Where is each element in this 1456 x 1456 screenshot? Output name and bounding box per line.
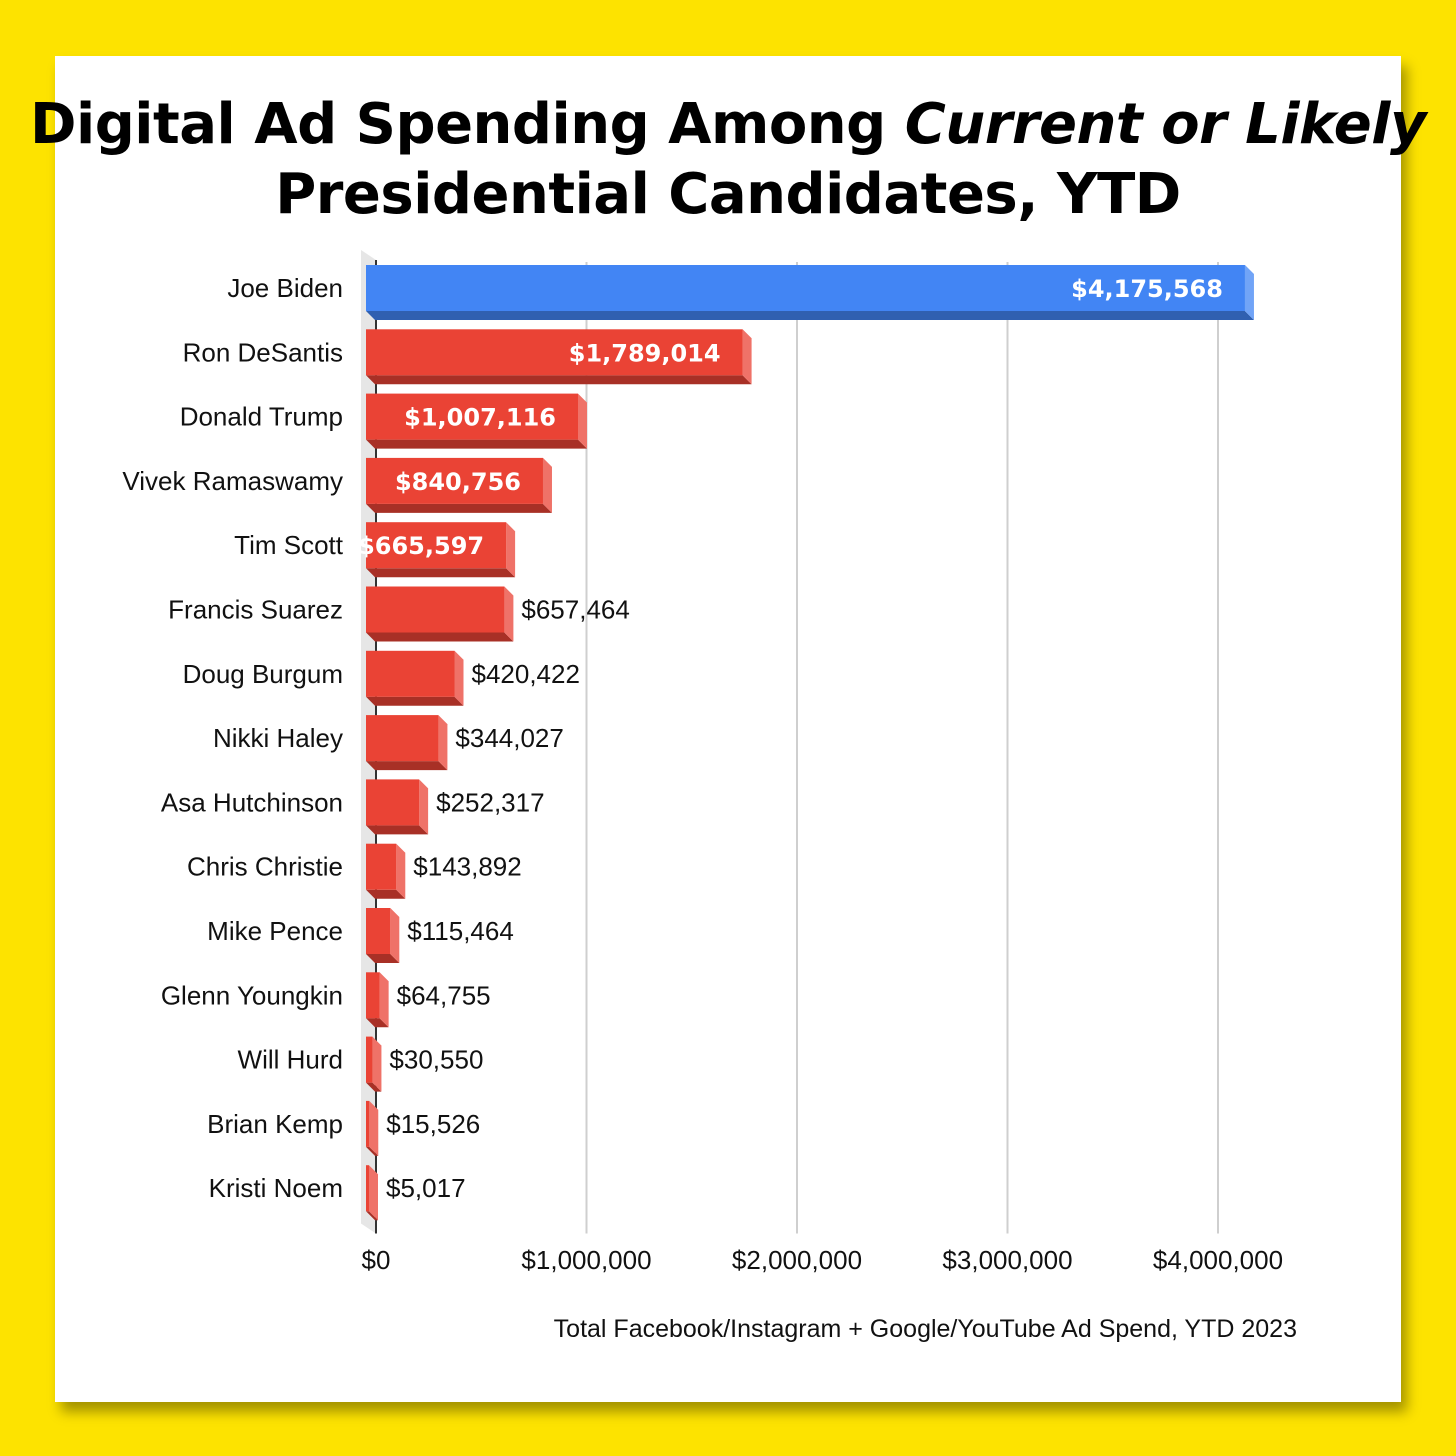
bar-bottom-face [366, 1018, 389, 1028]
category-label: Nikki Haley [213, 723, 343, 753]
bar-side-face [454, 650, 464, 706]
bar-bottom-face [366, 761, 448, 771]
x-tick-label: $4,000,000 [1153, 1245, 1283, 1275]
x-tick-label: $2,000,000 [732, 1245, 862, 1275]
bar-bottom-face [366, 632, 514, 642]
bar [366, 329, 743, 376]
title-part-3: Presidential Candidates, YTD [275, 162, 1181, 227]
bar [366, 843, 397, 890]
x-axis-title: Total Facebook/Instagram + Google/YouTub… [554, 1315, 1297, 1343]
x-tick-label: $3,000,000 [942, 1245, 1072, 1275]
bar-bottom-face [366, 439, 587, 449]
bar [366, 1165, 369, 1212]
data-label: $30,550 [389, 1045, 483, 1075]
category-label: Ron DeSantis [183, 337, 343, 367]
category-label: Donald Trump [180, 402, 343, 432]
bar-side-face [390, 908, 400, 963]
data-label: $1,007,116 [404, 404, 556, 432]
data-label: $5,017 [386, 1173, 466, 1203]
bar-bottom-face [366, 375, 752, 385]
x-tick-label: $1,000,000 [521, 1245, 651, 1275]
data-label: $420,422 [471, 659, 579, 689]
data-label: $657,464 [521, 595, 629, 625]
bar-side-face [506, 522, 516, 578]
bar-bottom-face [366, 311, 1254, 320]
category-label: Mike Pence [207, 916, 343, 946]
bar-bottom-face [366, 696, 464, 706]
category-label: Glenn Youngkin [161, 980, 343, 1010]
bar-bottom-face [366, 1146, 379, 1156]
bar [366, 1100, 370, 1147]
bar [366, 265, 1245, 311]
bar-bottom-face [366, 825, 429, 835]
category-label: Tim Scott [234, 530, 344, 560]
bar [366, 1036, 373, 1083]
bar-side-face [372, 1036, 382, 1092]
bar-side-face [742, 329, 752, 385]
bar-side-face [419, 779, 429, 835]
x-tick-label: $0 [362, 1245, 391, 1275]
data-label: $252,317 [436, 787, 544, 817]
bar-side-face [396, 843, 406, 899]
bar [366, 650, 455, 697]
bar [366, 779, 420, 826]
data-label: $64,755 [397, 980, 491, 1010]
category-label: Chris Christie [187, 852, 343, 882]
category-label: Will Hurd [238, 1045, 343, 1075]
data-label: $143,892 [413, 852, 521, 882]
category-label: Francis Suarez [168, 595, 343, 625]
data-label: $115,464 [407, 916, 514, 946]
bar-side-face [577, 393, 587, 449]
bar-side-face [369, 1165, 378, 1221]
bar [366, 457, 543, 504]
bar-side-face [1244, 265, 1254, 320]
data-label: $1,789,014 [569, 339, 721, 367]
bar-side-face [379, 972, 389, 1028]
bar-bottom-face [366, 889, 406, 899]
bar [366, 715, 439, 762]
data-label: $344,027 [455, 723, 563, 753]
category-label: Brian Kemp [207, 1109, 343, 1139]
bar-side-face [542, 457, 552, 513]
bar-bottom-face [366, 1211, 378, 1221]
bar [366, 393, 578, 440]
category-label: Joe Biden [227, 273, 343, 303]
data-label: $4,175,568 [1071, 275, 1223, 303]
data-label: $665,597 [358, 532, 484, 560]
bar-side-face [438, 715, 448, 771]
bar-bottom-face [366, 503, 552, 513]
bar-bottom-face [366, 1082, 382, 1092]
bar [366, 522, 507, 569]
bar [366, 586, 505, 633]
title-part-1: Digital Ad Spending Among [30, 92, 905, 157]
category-label: Kristi Noem [209, 1173, 343, 1203]
bar [366, 908, 391, 954]
category-label: Doug Burgum [183, 659, 343, 689]
bar-side-face [369, 1100, 379, 1156]
data-label: $840,756 [395, 468, 521, 496]
bar-bottom-face [366, 568, 516, 578]
chart-title: Digital Ad Spending Among Current or Lik… [0, 90, 1456, 230]
data-label: $15,526 [386, 1109, 480, 1139]
title-part-2: Current or Likely [904, 92, 1427, 157]
bar [366, 972, 380, 1019]
category-label: Vivek Ramaswamy [122, 466, 343, 496]
bar-bottom-face [366, 954, 400, 963]
bar-side-face [504, 586, 514, 642]
category-label: Asa Hutchinson [161, 787, 343, 817]
